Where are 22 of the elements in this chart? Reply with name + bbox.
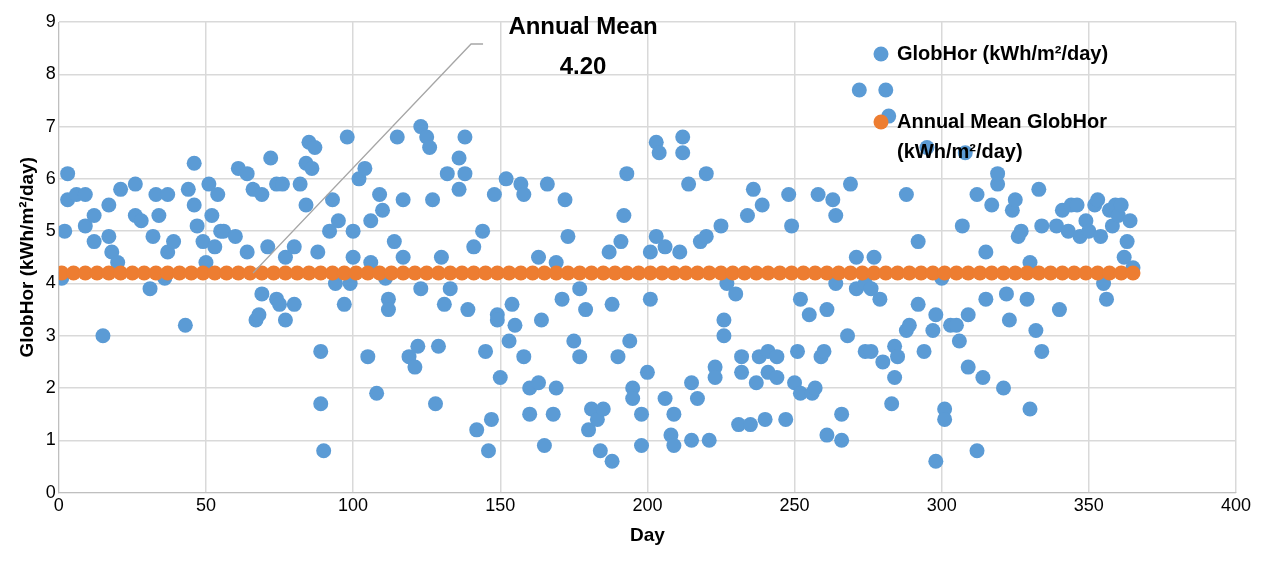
x-tick-label: 300	[926, 495, 957, 516]
x-tick-label: 250	[779, 495, 810, 516]
y-tick-label: 5	[45, 220, 56, 241]
y-tick-label: 6	[45, 167, 56, 188]
x-tick-label: 350	[1073, 495, 1104, 516]
x-tick-label: 400	[1220, 495, 1252, 516]
x-tick-label: 100	[338, 495, 369, 516]
y-tick-label: 8	[45, 63, 56, 84]
y-tick-label: 0	[45, 481, 56, 502]
y-tick-label: 9	[45, 10, 56, 31]
x-tick-label: 200	[632, 495, 663, 516]
x-axis-title: Day	[629, 523, 666, 545]
legend-label: GlobHor (kWh/m²/day)	[897, 41, 1109, 64]
y-tick-label: 2	[45, 376, 56, 397]
y-tick-label: 7	[45, 115, 56, 136]
y-axis-title: GlobHor (kWh/m²/day)	[15, 157, 37, 358]
annotation: Annual Mean 4.20	[508, 11, 658, 79]
x-tick-label: 150	[485, 495, 516, 516]
y-tick-label: 3	[45, 324, 56, 345]
y-tick-label: 4	[45, 272, 56, 293]
y-tick-label: 1	[45, 429, 56, 450]
x-tick-label: 50	[195, 495, 216, 516]
